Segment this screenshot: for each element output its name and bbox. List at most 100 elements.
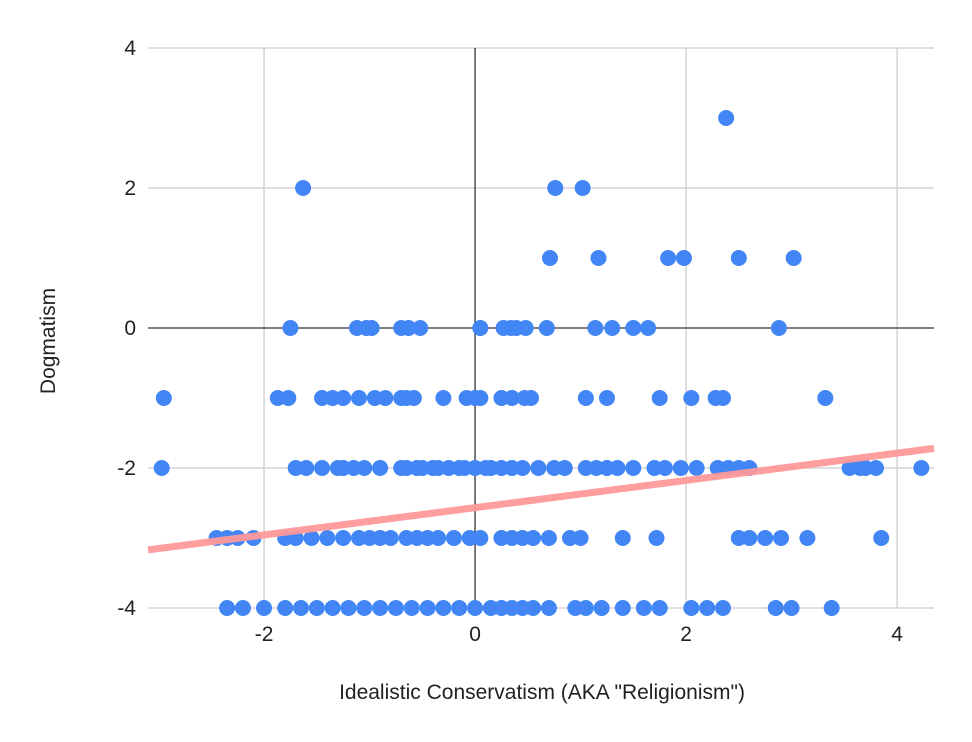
- data-point: [308, 600, 325, 616]
- data-point: [625, 460, 642, 476]
- data-point: [351, 390, 368, 406]
- data-point: [635, 600, 652, 616]
- x-tick-label: 2: [680, 623, 692, 646]
- data-point: [522, 390, 539, 406]
- y-tick-label: 0: [124, 317, 136, 340]
- data-point: [574, 180, 591, 196]
- data-point: [435, 390, 452, 406]
- data-point: [556, 460, 573, 476]
- data-point: [540, 600, 557, 616]
- data-point: [387, 600, 404, 616]
- data-point: [609, 460, 626, 476]
- data-point: [234, 600, 251, 616]
- data-point: [335, 390, 352, 406]
- data-point: [541, 250, 558, 266]
- data-point: [153, 460, 170, 476]
- data-point: [718, 110, 735, 126]
- y-tick-label: 2: [124, 177, 136, 200]
- data-point: [593, 600, 610, 616]
- data-point: [467, 600, 484, 616]
- data-point: [298, 460, 315, 476]
- data-point: [419, 600, 436, 616]
- data-point: [767, 600, 784, 616]
- data-point: [714, 600, 731, 616]
- data-point: [324, 600, 341, 616]
- data-point: [400, 320, 417, 336]
- data-point: [651, 390, 668, 406]
- data-point: [651, 600, 668, 616]
- data-point: [219, 600, 236, 616]
- data-point: [445, 530, 462, 546]
- data-point: [913, 460, 930, 476]
- data-point: [517, 320, 534, 336]
- x-axis-title: Idealistic Conservatism (AKA "Religionis…: [339, 681, 745, 704]
- data-point: [525, 530, 542, 546]
- data-point: [625, 320, 642, 336]
- data-point: [412, 320, 429, 336]
- data-point: [741, 530, 758, 546]
- data-point: [590, 250, 607, 266]
- data-point: [403, 600, 420, 616]
- x-tick-label: 0: [469, 623, 481, 646]
- data-point: [773, 530, 790, 546]
- data-point: [314, 460, 331, 476]
- y-tick-label: -4: [117, 597, 136, 620]
- data-point: [730, 250, 747, 266]
- y-axis-title: Dogmatism: [37, 288, 60, 394]
- data-point: [472, 320, 489, 336]
- data-point: [295, 180, 312, 196]
- data-point: [530, 460, 547, 476]
- data-point: [547, 180, 564, 196]
- data-point: [675, 250, 692, 266]
- data-point: [435, 600, 452, 616]
- data-point: [372, 460, 389, 476]
- data-point: [817, 390, 834, 406]
- data-point: [340, 600, 357, 616]
- data-point: [382, 530, 399, 546]
- data-point: [577, 600, 594, 616]
- data-point: [656, 460, 673, 476]
- data-point: [757, 530, 774, 546]
- data-point: [799, 530, 816, 546]
- data-point: [451, 600, 468, 616]
- y-tick-label: -2: [117, 457, 136, 480]
- data-point: [683, 600, 700, 616]
- data-point: [683, 390, 700, 406]
- data-point: [614, 530, 631, 546]
- data-point: [319, 530, 336, 546]
- data-point: [699, 600, 716, 616]
- data-points: [153, 110, 930, 616]
- data-point: [614, 600, 631, 616]
- data-point: [770, 320, 787, 336]
- data-point: [256, 600, 273, 616]
- data-point: [430, 530, 447, 546]
- data-point: [867, 460, 884, 476]
- data-point: [356, 600, 373, 616]
- data-point: [873, 530, 890, 546]
- data-point: [335, 530, 352, 546]
- x-tick-label: 4: [891, 623, 903, 646]
- data-point: [514, 460, 531, 476]
- data-point: [660, 250, 677, 266]
- trendline-layer: [147, 444, 935, 554]
- data-point: [472, 530, 489, 546]
- data-point: [363, 320, 380, 336]
- data-point: [282, 320, 299, 336]
- data-point: [525, 600, 542, 616]
- data-point: [688, 460, 705, 476]
- data-point: [377, 390, 394, 406]
- data-point: [372, 600, 389, 616]
- data-point: [356, 460, 373, 476]
- data-point: [572, 530, 589, 546]
- data-point: [503, 390, 520, 406]
- data-point: [604, 320, 621, 336]
- data-point: [648, 530, 665, 546]
- data-point: [303, 530, 320, 546]
- trendline: [147, 444, 935, 554]
- data-point: [155, 390, 172, 406]
- y-tick-label: 4: [124, 37, 136, 60]
- data-point: [538, 320, 555, 336]
- data-point: [472, 390, 489, 406]
- data-point: [785, 250, 802, 266]
